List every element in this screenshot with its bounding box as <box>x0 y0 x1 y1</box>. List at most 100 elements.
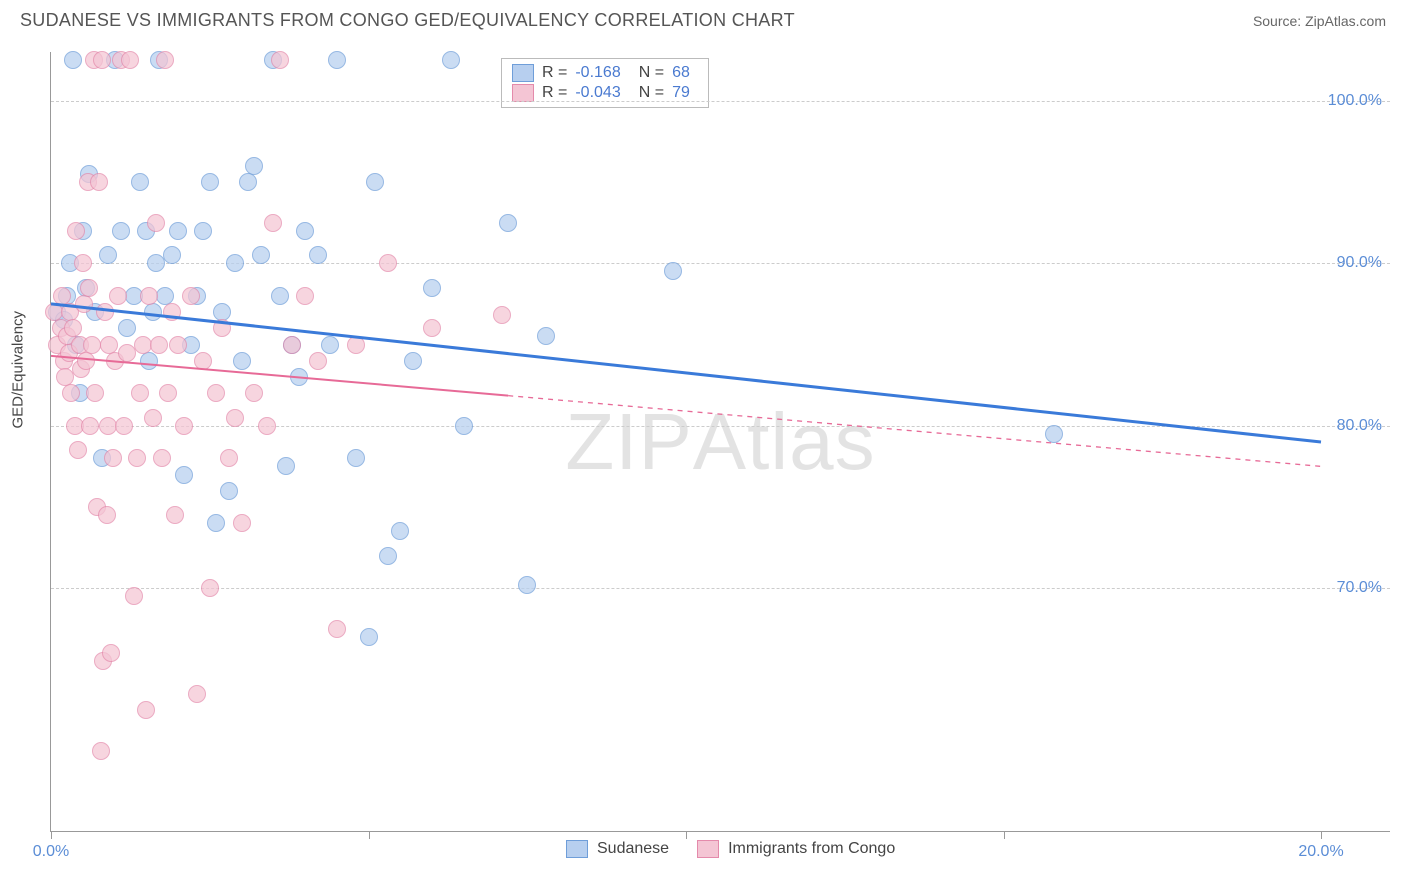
scatter-point <box>271 287 289 305</box>
scatter-point <box>150 336 168 354</box>
stat-r-series1: -0.168 <box>575 64 620 82</box>
y-tick-label: 70.0% <box>1337 579 1382 597</box>
x-tick <box>51 831 52 839</box>
x-tick-label: 20.0% <box>1298 843 1343 861</box>
stat-label-r: R = <box>542 64 567 82</box>
scatter-point <box>75 295 93 313</box>
scatter-point <box>213 319 231 337</box>
x-tick <box>1321 831 1322 839</box>
bottom-legend: Sudanese Immigrants from Congo <box>566 840 895 858</box>
scatter-point <box>169 336 187 354</box>
scatter-point <box>86 384 104 402</box>
scatter-point <box>169 222 187 240</box>
scatter-point <box>252 246 270 264</box>
scatter-point <box>159 384 177 402</box>
scatter-point <box>156 51 174 69</box>
scatter-point <box>67 222 85 240</box>
scatter-point <box>493 306 511 324</box>
scatter-point <box>309 352 327 370</box>
scatter-point <box>423 279 441 297</box>
stat-n-series2: 79 <box>672 84 690 102</box>
scatter-point <box>92 742 110 760</box>
scatter-point <box>258 417 276 435</box>
scatter-point <box>455 417 473 435</box>
scatter-point <box>233 352 251 370</box>
x-tick <box>686 831 687 839</box>
scatter-point <box>125 587 143 605</box>
scatter-point <box>102 644 120 662</box>
swatch-series2 <box>512 84 534 102</box>
scatter-point <box>81 417 99 435</box>
scatter-point <box>271 51 289 69</box>
scatter-point <box>137 701 155 719</box>
scatter-point <box>144 303 162 321</box>
scatter-point <box>147 214 165 232</box>
scatter-point <box>220 449 238 467</box>
scatter-point <box>74 254 92 272</box>
y-tick-label: 90.0% <box>1337 254 1382 272</box>
swatch-series1 <box>512 64 534 82</box>
legend-swatch-series1 <box>566 840 588 858</box>
legend-label-series2: Immigrants from Congo <box>728 840 895 858</box>
legend-label-series1: Sudanese <box>597 840 669 858</box>
scatter-point <box>163 303 181 321</box>
scatter-point <box>226 409 244 427</box>
y-tick-label: 100.0% <box>1328 92 1382 110</box>
scatter-point <box>207 384 225 402</box>
scatter-point <box>188 685 206 703</box>
scatter-point <box>264 214 282 232</box>
stat-label-n: N = <box>639 84 664 102</box>
watermark: ZIPAtlas <box>565 396 875 488</box>
chart-title: SUDANESE VS IMMIGRANTS FROM CONGO GED/EQ… <box>20 10 795 31</box>
scatter-point <box>96 303 114 321</box>
scatter-point <box>379 254 397 272</box>
scatter-point <box>499 214 517 232</box>
legend-item-series1: Sudanese <box>566 840 669 858</box>
scatter-point <box>366 173 384 191</box>
scatter-point <box>207 514 225 532</box>
scatter-point <box>140 352 158 370</box>
stats-row-series1: R = -0.168 N = 68 <box>512 63 690 83</box>
scatter-point <box>144 409 162 427</box>
stat-label-n: N = <box>639 64 664 82</box>
scatter-point <box>664 262 682 280</box>
scatter-point <box>283 336 301 354</box>
scatter-point <box>100 336 118 354</box>
scatter-point <box>233 514 251 532</box>
scatter-point <box>62 384 80 402</box>
scatter-point <box>128 449 146 467</box>
x-tick-label: 0.0% <box>33 843 69 861</box>
scatter-point <box>442 51 460 69</box>
scatter-point <box>328 620 346 638</box>
scatter-point <box>64 51 82 69</box>
scatter-point <box>109 287 127 305</box>
scatter-point <box>83 336 101 354</box>
scatter-point <box>245 157 263 175</box>
x-tick <box>1004 831 1005 839</box>
gridline <box>51 426 1390 427</box>
scatter-point <box>245 384 263 402</box>
y-axis-label: GED/Equivalency <box>10 311 27 429</box>
scatter-point <box>277 457 295 475</box>
scatter-point <box>98 506 116 524</box>
scatter-point <box>347 336 365 354</box>
gridline <box>51 263 1390 264</box>
scatter-point <box>69 441 87 459</box>
gridline <box>51 588 1390 589</box>
scatter-point <box>296 287 314 305</box>
scatter-point <box>201 173 219 191</box>
scatter-point <box>118 319 136 337</box>
scatter-point <box>226 254 244 272</box>
scatter-point <box>112 222 130 240</box>
scatter-point <box>239 173 257 191</box>
stat-label-r: R = <box>542 84 567 102</box>
source-label: Source: ZipAtlas.com <box>1253 13 1386 29</box>
scatter-point <box>140 287 158 305</box>
scatter-point <box>104 449 122 467</box>
plot-area: ZIPAtlas R = -0.168 N = 68 R = -0.043 N … <box>50 52 1390 832</box>
scatter-point <box>328 51 346 69</box>
stat-n-series1: 68 <box>672 64 690 82</box>
stat-r-series2: -0.043 <box>575 84 620 102</box>
scatter-point <box>115 417 133 435</box>
scatter-point <box>131 173 149 191</box>
